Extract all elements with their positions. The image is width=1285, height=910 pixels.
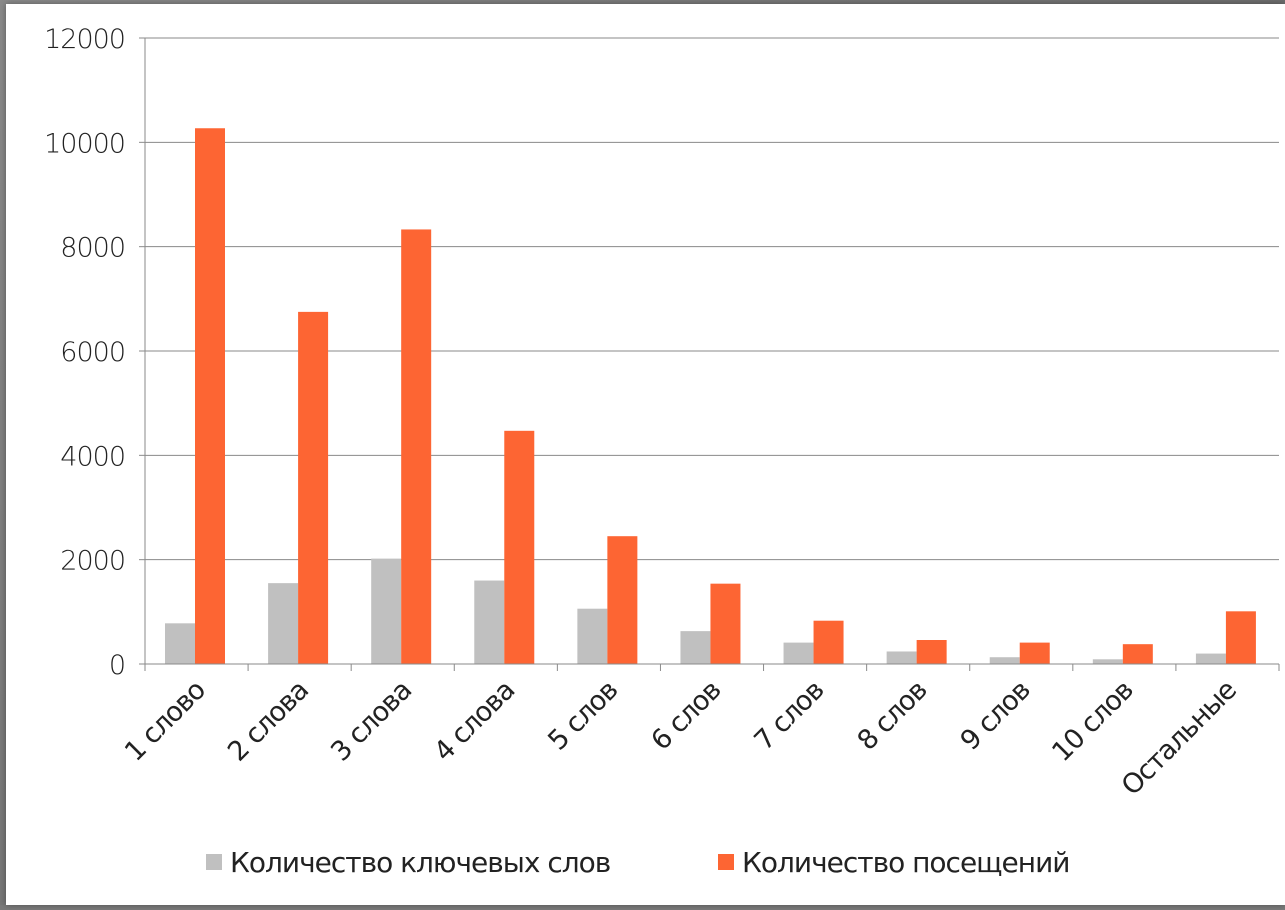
x-category-label: 7 слов	[749, 675, 831, 757]
x-category-label: 1 слово	[119, 675, 212, 768]
x-category-label: 2 слова	[222, 675, 315, 768]
bar-visits	[813, 620, 844, 664]
bar-visits	[916, 640, 947, 664]
bar-keywords	[577, 608, 608, 664]
bar-keywords	[165, 623, 195, 664]
y-axis-ticks: 0 2000 4000 6000 8000 10000 12000	[44, 24, 126, 681]
x-category-label: 4 слова	[428, 675, 521, 768]
legend-label-visits: Количество посещений	[742, 846, 1069, 879]
bar-keywords	[1195, 653, 1226, 664]
x-category-label: 6 слов	[645, 675, 727, 757]
y-tick-label: 4000	[60, 441, 125, 472]
legend: Количество ключевых слов Количество посещ…	[206, 846, 1070, 879]
x-category-label: 5 слов	[542, 675, 624, 757]
x-axis-labels: 1 слово 2 слова 3 слова 4 слова 5 слов 6 слов…	[119, 675, 1243, 802]
bar-visits	[607, 536, 638, 664]
bar-visits	[710, 583, 741, 664]
bar-keywords	[783, 642, 814, 664]
x-category-label: 9 слов	[955, 675, 1037, 757]
axes	[139, 37, 1280, 671]
y-tick-label: 2000	[60, 546, 125, 577]
y-tick-label: 10000	[44, 128, 125, 159]
x-category-label: 10 слов	[1046, 675, 1139, 768]
bar-keywords	[989, 657, 1020, 664]
bar-keywords	[680, 631, 711, 664]
bar-visits	[1019, 642, 1050, 664]
x-category-label: 3 слова	[325, 675, 418, 768]
bar-visits	[195, 128, 225, 664]
bar-keywords	[371, 558, 402, 664]
x-category-label: 8 слов	[852, 675, 934, 757]
bars	[165, 128, 1256, 664]
y-tick-label: 6000	[60, 337, 125, 368]
bar-visits	[298, 311, 329, 664]
legend-swatch-keywords	[206, 854, 222, 870]
bar-visits	[504, 430, 535, 664]
bar-visits	[1225, 611, 1256, 664]
y-tick-label: 0	[109, 650, 125, 681]
gridlines	[145, 37, 1279, 561]
legend-swatch-visits	[718, 854, 734, 870]
y-tick-label: 12000	[44, 24, 125, 55]
legend-label-keywords: Количество ключевых слов	[230, 846, 610, 879]
bar-keywords	[474, 580, 505, 664]
bar-chart: 0 2000 4000 6000 8000 10000 12000 1 слово 2 сло…	[44, 24, 1280, 879]
y-tick-label: 8000	[60, 233, 125, 264]
bar-visits	[1122, 644, 1153, 664]
bar-keywords	[268, 583, 299, 664]
bar-visits	[401, 229, 432, 664]
bar-keywords	[886, 651, 917, 664]
chart-card: 0 2000 4000 6000 8000 10000 12000 1 слово 2 сло…	[6, 4, 1285, 905]
bar-keywords	[1092, 659, 1123, 664]
